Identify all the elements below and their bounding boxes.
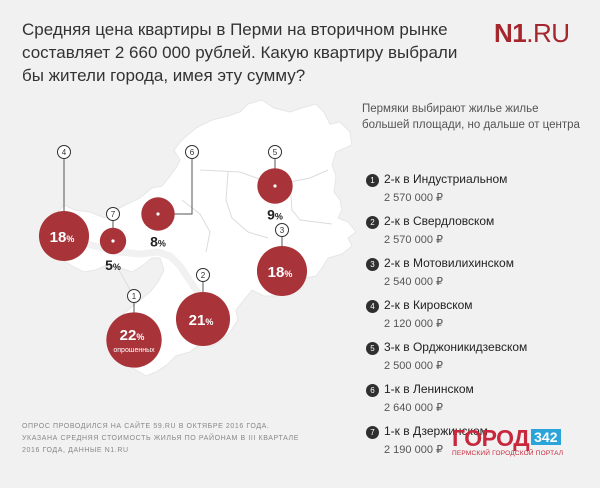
watermark-tagline: ПЕРМСКИЙ ГОРОДСКОЙ ПОРТАЛ [452,450,564,457]
district-marker [57,145,71,159]
legend-item: 3 2-к в Мотовилихинском 2 540 000 ₽ [366,256,596,296]
district-bubble [256,245,308,297]
legend-item: 7 1-к в Дзержинском 2 190 000 ₽ [366,424,596,464]
legend-label: 2-к в Кировском [384,298,473,312]
river-kama [39,232,216,309]
district-marker [268,145,282,159]
watermark-word: ГОРОД [452,425,530,451]
headline-line-3: бы жители города, имея эту сумму? [22,66,306,85]
district-marker-number: 5 [273,148,278,157]
legend-number: 1 [366,174,379,187]
district-bubble [106,312,162,368]
district-marker [127,289,141,303]
headline-line-1: Средняя цена квартиры в Перми на вторичн… [22,20,448,39]
district-marker [106,207,120,221]
legend-price: 2 540 000 ₽ [384,276,443,288]
district-marker-number: 7 [111,210,116,219]
footnote-line-3: 2016 ГОДА, ДАННЫЕ N1.RU [22,447,129,454]
district-bubbles: 1 22% опрошенных 2 21% 3 18% 4 18% 5 9% 6 8% 7 5% [38,145,308,368]
district-percent-sublabel: опрошенных [113,347,155,354]
legend-price: 2 570 000 ₽ [384,234,443,246]
watermark-number: 342 [531,429,561,445]
legend-price: 2 570 000 ₽ [384,192,443,204]
district-marker-number: 4 [62,148,67,157]
district-percent: 18% [50,229,75,246]
legend-item: 6 1-к в Ленинском 2 640 000 ₽ [366,382,596,422]
legend-number: 6 [366,384,379,397]
district-marker [275,223,289,237]
legend-label: 2-к в Свердловском [384,214,495,228]
subtitle-line-2: большей площади, но дальше от центра [362,119,580,131]
legend-label: 2-к в Индустриальном [384,172,508,186]
legend-label: 1-к в Дзержинском [384,424,488,438]
district-bubble [175,291,231,347]
legend-price: 2 190 000 ₽ [384,444,443,456]
legend-item: 1 2-к в Индустриальном 2 570 000 ₽ [366,172,596,212]
district-percent: 8% [150,234,166,250]
legend-price: 2 120 000 ₽ [384,318,443,330]
legend-item: 5 3-к в Орджоникидзевском 2 500 000 ₽ [366,340,596,380]
district-marker [185,145,199,159]
district-percent: 22% [120,327,145,344]
bubble-center-dot [273,184,277,188]
legend-number: 7 [366,426,379,439]
legend-label: 3-к в Орджоникидзевском [384,340,528,354]
district-marker-number: 2 [201,271,206,280]
district-percent: 9% [267,207,283,223]
legend-number: 5 [366,342,379,355]
district-marker-number: 6 [190,148,195,157]
legend-number: 2 [366,216,379,229]
district-marker [196,268,210,282]
legend-item: 2 2-к в Свердловском 2 570 000 ₽ [366,214,596,254]
district-marker-number: 1 [132,292,137,301]
district-percent: 5% [105,257,121,273]
legend-item: 4 2-к в Кировском 2 120 000 ₽ [366,298,596,338]
legend-price: 2 640 000 ₽ [384,402,443,414]
legend-number: 4 [366,300,379,313]
logo-rest: .RU [526,18,570,48]
headline: Средняя цена квартиры в Перми на вторичн… [22,18,458,87]
legend-number: 3 [366,258,379,271]
subtitle-line-1: Пермяки выбирают жилье жилье [362,103,539,115]
district-percent: 18% [268,264,293,281]
legend-label: 1-к в Ленинском [384,382,474,396]
legend-label: 2-к в Мотовилихинском [384,256,514,270]
logo-bold: N1 [494,18,527,48]
subtitle: Пермяки выбирают жилье жилье большей пло… [362,101,592,133]
n1-logo[interactable]: N1.RU [494,18,570,49]
bubble-center-dot [111,239,115,243]
district-percent: 21% [189,312,214,329]
district-marker-number: 3 [280,226,285,235]
bubble-center-dot [156,212,160,216]
footnote-line-1: ОПРОС ПРОВОДИЛСЯ НА САЙТЕ 59.RU В ОКТЯБР… [22,423,270,430]
footnote: ОПРОС ПРОВОДИЛСЯ НА САЙТЕ 59.RU В ОКТЯБР… [22,421,352,457]
legend-price: 2 500 000 ₽ [384,360,443,372]
footnote-line-2: УКАЗАНА СРЕДНЯЯ СТОИМОСТЬ ЖИЛЬЯ ПО РАЙОН… [22,435,299,442]
gorod342-watermark: ГОРОД 342 ПЕРМСКИЙ ГОРОДСКОЙ ПОРТАЛ [452,425,563,457]
headline-line-2: составляет 2 660 000 рублей. Какую кварт… [22,43,458,62]
district-bubble [38,210,90,262]
